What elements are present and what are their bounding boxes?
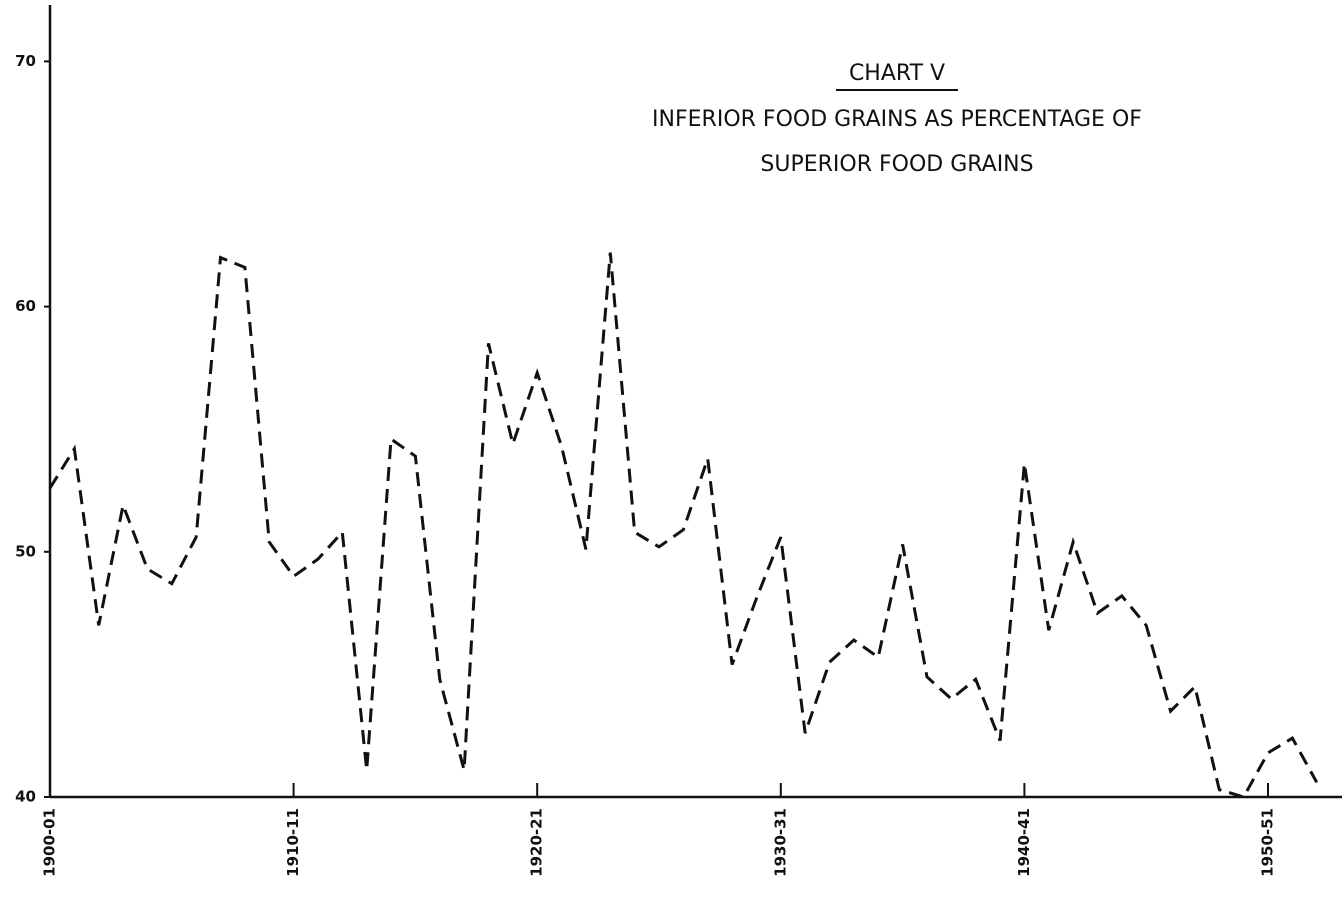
x-tick-label: 1900-01 [41, 808, 59, 877]
x-tick-label: 1940-41 [1015, 808, 1033, 877]
y-tick-label: 40 [15, 788, 36, 806]
x-tick-label: 1930-31 [771, 808, 789, 877]
chart-subtitle: SUPERIOR FOOD GRAINS [760, 152, 1033, 177]
y-tick-label: 60 [15, 297, 36, 315]
x-tick-label: 1920-21 [528, 808, 546, 877]
chart-subtitle: INFERIOR FOOD GRAINS AS PERCENTAGE OF [652, 107, 1142, 132]
x-tick-label: 1910-11 [284, 808, 302, 877]
y-tick-label: 70 [15, 52, 36, 70]
chart-title: CHART V [849, 61, 945, 86]
x-tick-label: 1950-51 [1259, 808, 1277, 877]
data-line [48, 252, 1319, 799]
y-tick-label: 50 [15, 542, 36, 560]
